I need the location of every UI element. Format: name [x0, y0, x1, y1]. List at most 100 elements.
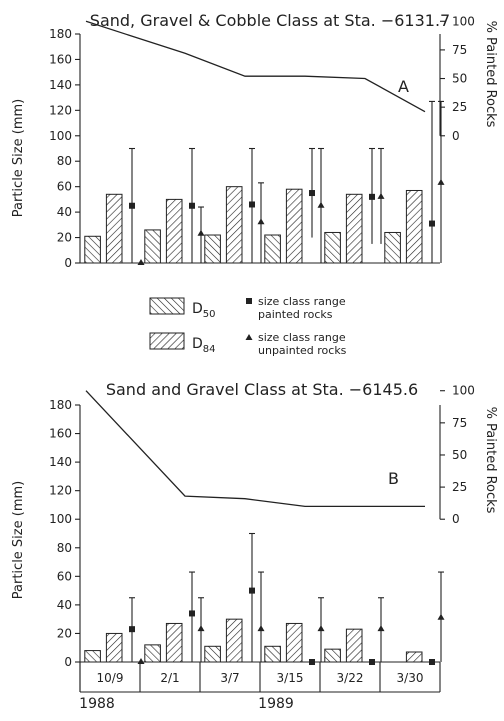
painted-marker [309, 659, 315, 665]
bar-d84 [405, 651, 423, 663]
y2-tick-label: 0 [452, 129, 460, 143]
unpainted-marker [137, 658, 145, 664]
chart-title: Sand, Gravel & Cobble Class at Sta. −613… [90, 11, 450, 30]
bar-d50 [324, 648, 341, 663]
bar-d50 [204, 645, 221, 663]
legend-unpainted-label-1: size class range [258, 331, 346, 344]
y-tick-label: 80 [57, 154, 72, 168]
y-axis-title: Particle Size (mm) [11, 99, 26, 217]
y2-tick-label: 25 [452, 480, 467, 494]
painted-marker [129, 202, 135, 209]
bar-d84 [345, 628, 363, 663]
chart-title: Sand and Gravel Class at Sta. −6145.6 [106, 380, 418, 399]
y-tick-label: 80 [57, 541, 72, 555]
bar-d50 [144, 229, 161, 264]
legend-painted-marker [246, 298, 252, 304]
y2-tick-label: 50 [452, 448, 467, 462]
unpainted-marker [317, 201, 325, 208]
y2-tick-label: 75 [452, 416, 467, 430]
legend-unpainted-label-2: unpainted rocks [258, 344, 347, 357]
legend-d50-swatch [149, 297, 185, 315]
painted-marker [369, 659, 375, 665]
legend-painted-label-2: painted rocks [258, 308, 333, 321]
category-label: 3/15 [277, 671, 304, 685]
panel-label: A [398, 77, 409, 96]
unpainted-marker [317, 625, 325, 632]
y-tick-label: 160 [49, 427, 72, 441]
percent-painted-line [85, 20, 426, 113]
painted-marker [429, 220, 435, 227]
category-label: 2/1 [160, 671, 179, 685]
y2-tick-label: 25 [452, 100, 467, 114]
panel-label: B [388, 469, 399, 488]
category-label: 3/30 [397, 671, 424, 685]
bar-d84 [345, 193, 363, 264]
y-tick-label: 0 [64, 256, 72, 270]
bar-d84 [405, 189, 423, 264]
year-label-1988: 1988 [79, 696, 115, 712]
painted-marker [189, 202, 195, 209]
bar-d50 [144, 644, 161, 663]
unpainted-marker [437, 613, 445, 620]
y2-axis-title: % Painted Rocks [483, 407, 498, 514]
legend-painted-label-1: size class range [258, 295, 346, 308]
y2-tick-label: 50 [452, 72, 467, 86]
unpainted-marker [377, 192, 385, 199]
painted-marker [129, 626, 135, 633]
painted-marker [249, 587, 255, 594]
y-tick-label: 20 [57, 231, 72, 245]
y-tick-label: 60 [57, 180, 72, 194]
y2-axis-title: % Painted Rocks [483, 21, 498, 128]
painted-marker [369, 193, 375, 200]
legend-d84-swatch [149, 332, 185, 350]
y-tick-label: 180 [49, 27, 72, 41]
bar-d84 [225, 618, 243, 663]
y-tick-label: 160 [49, 52, 72, 66]
bar-d50 [204, 234, 221, 264]
y-tick-label: 40 [57, 598, 72, 612]
painted-marker [249, 201, 255, 208]
y-tick-label: 40 [57, 205, 72, 219]
category-label: 3/7 [220, 671, 239, 685]
bar-d50 [384, 231, 401, 264]
year-label-1989: 1989 [258, 696, 294, 712]
legend-unpainted-marker [245, 334, 253, 340]
y-tick-label: 100 [49, 129, 72, 143]
legend: D50 D84 size class range painted rocks s… [149, 295, 347, 357]
y-tick-label: 20 [57, 626, 72, 640]
y-axis-title: Particle Size (mm) [11, 481, 26, 599]
bar-d84 [105, 632, 123, 663]
y-tick-label: 0 [64, 655, 72, 669]
bar-d84 [285, 622, 303, 663]
y-tick-label: 140 [49, 78, 72, 92]
bar-d84 [285, 188, 303, 264]
painted-marker [189, 610, 195, 617]
bar-d50 [264, 645, 281, 663]
category-label: 3/22 [337, 671, 364, 685]
chart-panel-b: Sand and Gravel Class at Sta. −6145.6 Pa… [11, 380, 498, 712]
bar-d84 [165, 198, 183, 264]
y-tick-label: 60 [57, 569, 72, 583]
bar-d50 [324, 231, 341, 264]
percent-painted-line [85, 390, 425, 508]
bar-d50 [264, 234, 281, 264]
legend-d50-label: D50 [192, 301, 216, 320]
bar-d84 [225, 186, 243, 264]
unpainted-marker [377, 625, 385, 632]
chart-panel-a: Sand, Gravel & Cobble Class at Sta. −613… [11, 11, 498, 270]
bar-d50 [84, 235, 101, 264]
bar-d50 [84, 650, 101, 663]
y2-tick-label: 100 [452, 14, 475, 28]
unpainted-marker [437, 178, 445, 185]
category-label: 10/9 [97, 671, 124, 685]
y2-tick-label: 75 [452, 43, 467, 57]
y2-tick-label: 100 [452, 384, 475, 398]
unpainted-marker [197, 229, 205, 236]
unpainted-marker [257, 218, 265, 225]
y-tick-label: 140 [49, 455, 72, 469]
y-tick-label: 180 [49, 398, 72, 412]
unpainted-marker [197, 625, 205, 632]
bar-d84 [165, 622, 183, 663]
legend-d84-label: D84 [192, 336, 216, 355]
